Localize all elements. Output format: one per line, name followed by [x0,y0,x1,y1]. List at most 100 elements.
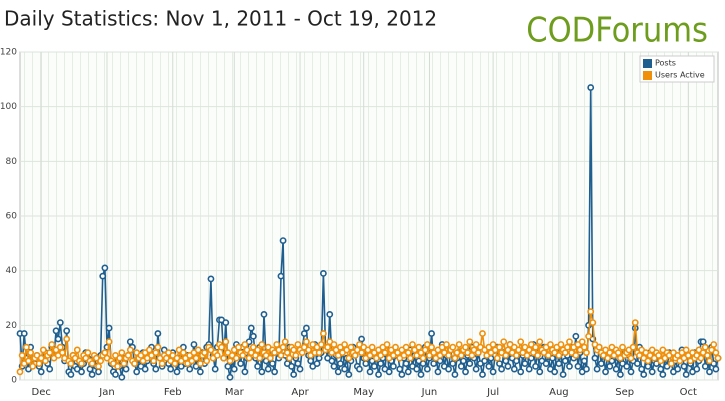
data-point [496,360,503,367]
data-point [305,346,312,354]
data-point [659,371,667,378]
data-point [95,368,102,376]
data-point [300,330,308,337]
data-point [279,237,287,244]
data-point [42,357,49,365]
data-point [498,365,505,373]
y-tick-label: 120 [0,48,17,58]
x-tick-label: Mar [225,387,245,398]
legend-label: Posts [655,59,676,68]
data-point [597,360,605,367]
y-tick-label: 0 [11,376,17,386]
data-point [614,349,622,357]
data-point [226,373,234,381]
data-point [602,368,609,376]
data-point [230,365,238,373]
data-point [150,357,158,365]
data-point [154,330,162,337]
data-point [235,343,242,351]
data-point [638,365,646,373]
data-point [445,365,452,373]
data-point [290,371,298,378]
data-point [286,354,293,362]
data-point [591,354,599,362]
data-point [563,343,571,351]
data-point [604,354,612,362]
data-point [133,368,141,376]
data-point [404,349,412,357]
data-point [546,341,554,348]
data-point [449,360,457,367]
data-point [334,368,342,376]
data-point [67,360,75,367]
data-point [97,357,105,365]
data-point [457,351,465,359]
data-point [105,324,113,332]
data-point [86,365,94,373]
x-tick-label: Aug [549,387,569,398]
data-point [633,360,641,367]
data-point [294,360,302,367]
data-point [122,365,130,373]
data-point [551,368,559,376]
data-point [288,362,295,370]
data-point [264,365,272,373]
data-point [404,368,412,376]
data-point [341,365,349,373]
data-point [712,365,720,373]
data-point [421,346,429,354]
legend-swatch [643,71,652,80]
chart-title: Daily Statistics: Nov 1, 2011 - Oct 19, … [4,7,437,31]
data-point [73,346,81,354]
data-point [474,349,482,357]
data-point [186,365,194,373]
data-point [701,362,709,370]
data-point [627,354,635,362]
data-point [362,360,370,367]
x-tick-label: Jul [486,387,499,398]
data-point [485,362,493,370]
data-point [303,338,310,346]
data-point [167,365,175,373]
data-point [141,365,149,373]
data-point [443,341,450,348]
data-point [502,357,510,365]
data-point [479,371,486,378]
data-point [114,362,121,370]
data-point [682,371,690,378]
data-point [154,343,162,351]
data-point [52,327,60,335]
data-point [449,343,457,351]
data-point [557,341,565,348]
data-point [118,349,126,357]
data-point [489,368,497,376]
data-point [116,354,124,362]
data-point [428,330,435,337]
y-tick-label: 60 [6,212,18,222]
x-tick-label: Jan [98,387,114,398]
data-point [617,371,624,378]
data-point [606,362,614,370]
data-point [572,351,580,359]
data-point [319,330,327,337]
data-point [16,368,24,376]
data-point [63,327,71,335]
data-point [158,360,166,367]
data-point [574,362,582,370]
data-point [39,346,47,354]
data-point [192,354,200,362]
data-point [271,368,278,376]
data-point [315,349,323,357]
data-point [315,354,323,362]
data-point [409,341,416,348]
data-point [101,264,109,272]
data-point [88,371,96,378]
data-point [254,346,262,354]
data-point [706,368,713,376]
data-point [247,324,255,332]
data-point [640,371,648,378]
data-point [260,310,268,318]
data-point [22,343,30,351]
data-point [466,338,474,346]
